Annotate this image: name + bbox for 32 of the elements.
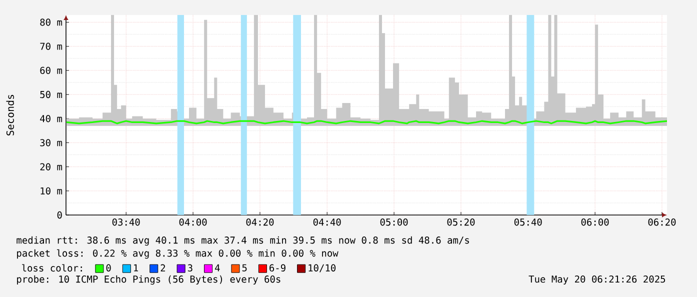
y-tick-label: 20 m: [40, 163, 62, 170]
y-tick-label: 10 m: [40, 187, 62, 194]
x-tick-label: 04:00: [179, 218, 207, 226]
x-tick-label: 03:40: [112, 218, 140, 226]
legend-label: 10/10: [308, 264, 336, 272]
legend-label: 5: [242, 264, 247, 272]
y-tick-label: 30 m: [40, 139, 62, 146]
x-tick-label: 06:00: [581, 218, 609, 226]
text: packet loss: 0.22 % avg 8.33 % max 0.00 % min 0.00 % now: [17, 249, 338, 259]
x-tick-label: 04:20: [246, 218, 274, 226]
x-tick-label: 05:40: [514, 218, 542, 226]
y-axis-title: Seconds: [6, 94, 14, 136]
x-tick-label: 06:20: [648, 218, 676, 226]
text: Tue May 20 06:21:26 2025: [528, 275, 666, 285]
y-tick-label: 40 m: [40, 115, 62, 122]
text: probe: 10 ICMP Echo Pings (56 Bytes) every 60s: [17, 275, 280, 285]
y-tick-label: 50 m: [40, 90, 62, 98]
legend-label: 6-9: [270, 264, 286, 272]
legend-label: 1: [134, 264, 138, 272]
x-tick-label: 04:40: [313, 218, 341, 226]
legend-label: 2: [160, 264, 166, 272]
legend-label: 4: [214, 264, 220, 272]
text: median rtt: 38.6 ms avg 40.1 ms max 37.4 ms min 39.5 ms now 0.8 ms sd 48.6 am/s: [16, 236, 469, 246]
legend-label: 0: [106, 264, 111, 272]
legend-label: 3: [188, 264, 192, 272]
y-tick-label: 60 m: [40, 66, 62, 74]
y-tick-label: 70 m: [40, 42, 62, 50]
x-tick-label: 05:20: [447, 218, 475, 226]
y-tick-label: 80 m: [40, 18, 62, 26]
x-tick-label: 05:00: [380, 218, 408, 226]
legend-title: loss color:: [22, 264, 82, 272]
y-tick-label: 0: [57, 211, 62, 219]
